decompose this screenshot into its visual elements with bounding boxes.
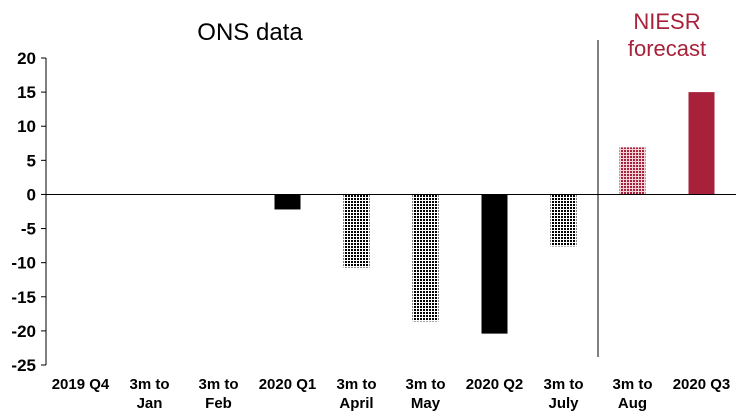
bar-9 [688,92,715,195]
x-tick-label: 2020 Q2 [466,376,524,393]
y-tick-label: 5 [27,151,36,170]
x-tick-label: 3m to [612,376,652,393]
bar-4 [343,194,370,268]
x-tick-label: 3m to [336,376,376,393]
y-tick-label: -15 [11,288,36,307]
niesr-forecast-label-line1: NIESR [633,9,700,34]
bars [274,92,715,334]
y-tick-label: -20 [11,322,36,341]
x-tick-label: Aug [618,395,647,412]
y-tick-label: 20 [17,49,36,68]
x-tick-label: 3m to [129,376,169,393]
ons-data-label: ONS data [197,19,303,46]
x-tick-label: 2020 Q1 [259,376,317,393]
y-tick-label: 10 [17,117,36,136]
annotations: ONS data NIESR forecast [197,9,706,61]
x-tick-labels: 2019 Q4 3m to Jan 3m to Feb 2020 Q1 3m to April… [52,376,731,412]
bar-3 [274,194,301,210]
x-tick-label: July [548,395,579,412]
niesr-forecast-label-line2: forecast [628,36,706,61]
bar-6 [481,194,508,334]
x-tick-label: 2019 Q4 [52,376,110,393]
x-tick-label: 3m to [198,376,238,393]
y-tick-label: 15 [17,83,36,102]
x-tick-label: 2020 Q3 [673,376,731,393]
x-tick-label: 3m to [543,376,583,393]
x-tick-label: 3m to [405,376,445,393]
bar-5 [412,194,439,322]
y-tick-label: -10 [11,254,36,273]
bar-7 [550,194,577,247]
x-tick-label: April [339,395,373,412]
y-tick-label: -25 [11,356,36,375]
bar-8 [619,147,646,195]
x-tick-label: May [411,395,441,412]
axes [45,40,736,365]
y-tick-label: -5 [21,220,36,239]
y-tick-labels: 20 15 10 5 0 -5 -10 -15 -20 -25 [11,49,46,375]
x-tick-label: Jan [137,395,163,412]
x-tick-label: Feb [205,395,232,412]
y-tick-label: 0 [27,185,36,204]
